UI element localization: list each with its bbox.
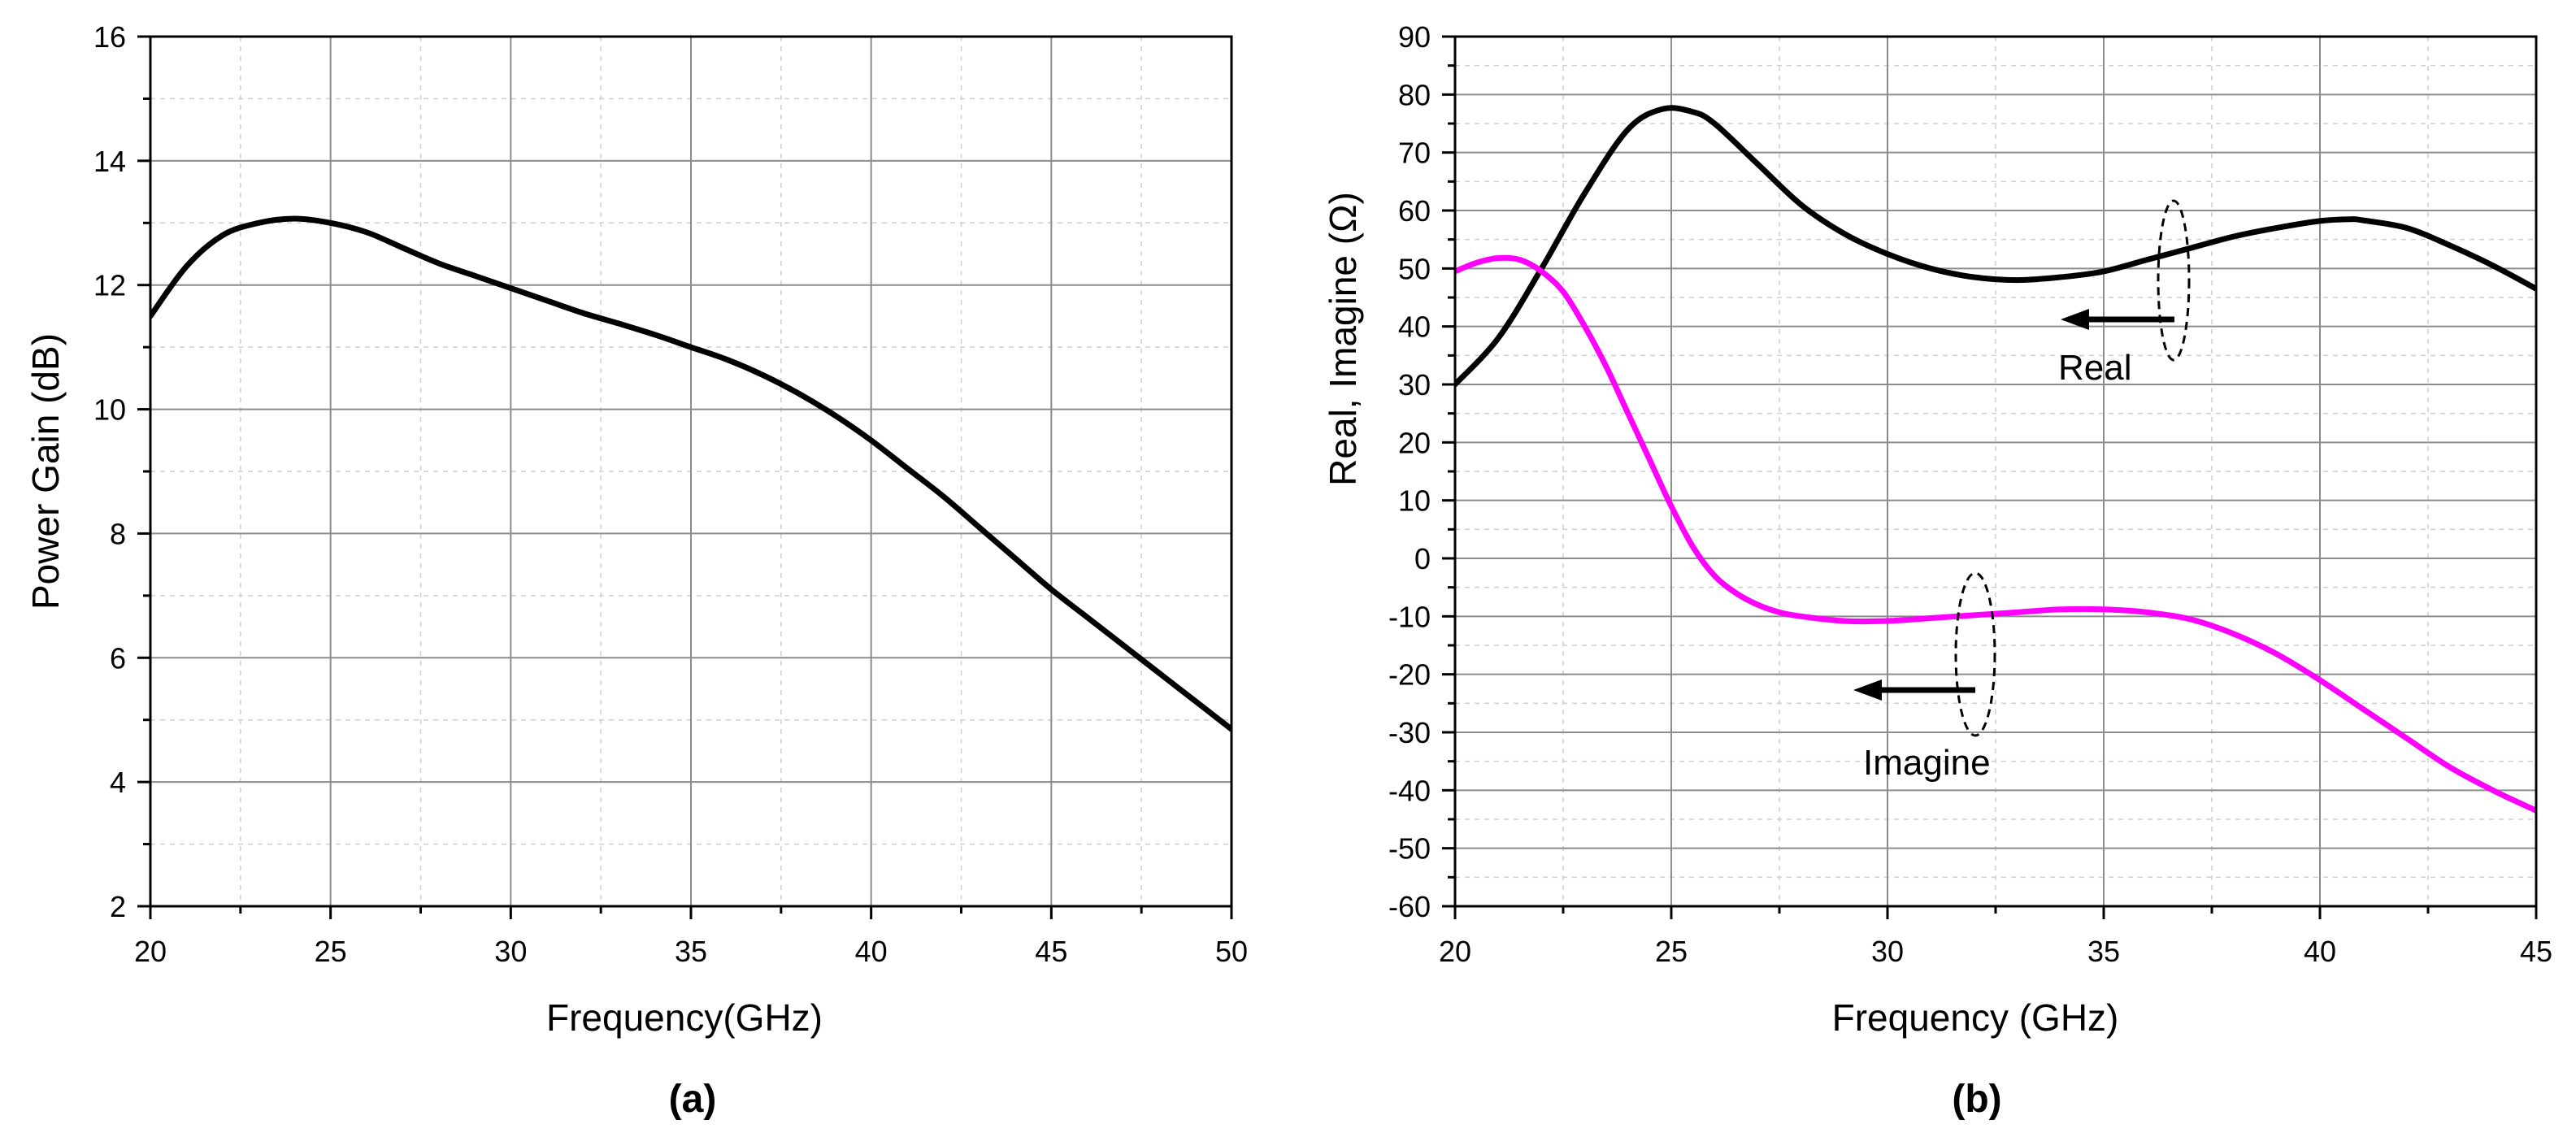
series-line-a-power-gain	[150, 215, 1232, 732]
major-grid-a	[150, 37, 1232, 906]
y-tick-label-a: 12	[93, 269, 126, 302]
x-tick-label-b: 30	[1871, 935, 1904, 968]
x-tick-label-b: 20	[1439, 935, 1471, 968]
x-tick-label-a: 40	[855, 935, 888, 968]
y-tick-label-b: 80	[1398, 78, 1431, 111]
panel-label-b: (b)	[1952, 1078, 2001, 1121]
axis-ticks-a	[137, 35, 1233, 919]
plot-lines-a	[150, 215, 1232, 732]
y-tick-label-b: -50	[1388, 832, 1431, 866]
x-tick-label-b: 25	[1655, 935, 1688, 968]
y-tick-label-b: -20	[1388, 658, 1431, 692]
y-tick-label-b: -10	[1388, 600, 1431, 633]
x-tick-label-a: 20	[134, 935, 167, 968]
x-tick-label-a: 45	[1035, 935, 1067, 968]
annotation-imagine-label: Imagine	[1863, 743, 1991, 783]
x-tick-label-a: 30	[494, 935, 527, 968]
x-axis-title-b: Frequency (GHz)	[1832, 996, 2119, 1039]
minor-grid-b	[1455, 37, 2536, 906]
x-tick-label-b: 35	[2087, 935, 2120, 968]
y-tick-label-a: 2	[110, 890, 126, 923]
x-axis-title-a: Frequency(GHz)	[546, 996, 823, 1039]
y-tick-label-a: 14	[93, 145, 126, 178]
major-grid-b	[1455, 37, 2536, 906]
y-tick-label-a: 6	[110, 641, 126, 675]
x-tick-label-a: 25	[315, 935, 347, 968]
y-tick-label-b: 90	[1398, 20, 1431, 54]
y-axis-title-a: Power Gain (dB)	[24, 333, 67, 610]
y-tick-label-a: 4	[110, 766, 126, 799]
y-tick-label-b: 0	[1414, 542, 1431, 575]
chart-panel-b: 20 25 30 35 40 45 -60 -50 -40 -30 -20 -10 0 10 20 30 40 5…	[1322, 20, 2552, 1121]
series-line-b-imagine	[1455, 254, 2536, 814]
y-tick-label-b: 30	[1398, 368, 1431, 402]
annotation-imagine: Imagine	[1853, 571, 1996, 783]
annotation-real: Real	[2058, 199, 2191, 388]
x-tick-label-b: 45	[2520, 935, 2552, 968]
annotation-imagine-ellipse	[1954, 571, 1996, 737]
plot-lines-b	[1455, 105, 2536, 814]
y-tick-label-b: -30	[1388, 716, 1431, 749]
y-tick-label-b: -40	[1388, 774, 1431, 807]
y-tick-label-a: 10	[93, 393, 126, 427]
x-tick-label-a: 50	[1215, 935, 1248, 968]
annotation-real-label: Real	[2058, 348, 2132, 388]
x-tick-label-a: 35	[675, 935, 707, 968]
y-tick-label-a: 8	[110, 517, 126, 550]
tick-labels-a: 20 25 30 35 40 45 50 2 4 6 8 10 12 14 16	[93, 20, 1248, 968]
y-axis-title-b: Real, Imagine (Ω)	[1322, 192, 1364, 486]
tick-labels-b: 20 25 30 35 40 45 -60 -50 -40 -30 -20 -10 0 10 20 30 40 5…	[1388, 20, 2552, 968]
y-tick-label-b: 40	[1398, 310, 1431, 344]
y-tick-label-b: 20	[1398, 426, 1431, 459]
annotation-imagine-arrowhead	[1853, 679, 1882, 701]
annotation-real-ellipse	[2157, 199, 2191, 362]
x-tick-label-b: 40	[2304, 935, 2336, 968]
y-tick-label-b: 50	[1398, 252, 1431, 285]
chart-panel-a: 20 25 30 35 40 45 50 2 4 6 8 10 12 14 16 Frequency(GHz…	[24, 20, 1248, 1121]
y-tick-label-b: 60	[1398, 194, 1431, 228]
y-tick-label-a: 16	[93, 20, 126, 54]
y-tick-label-b: 10	[1398, 484, 1431, 518]
y-tick-label-b: 70	[1398, 137, 1431, 170]
annotation-real-arrowhead	[2061, 309, 2089, 330]
axis-ticks-b	[1442, 35, 2538, 919]
series-line-b-real	[1455, 105, 2536, 388]
y-tick-label-b: -60	[1388, 890, 1431, 923]
panel-label-a: (a)	[669, 1078, 717, 1121]
